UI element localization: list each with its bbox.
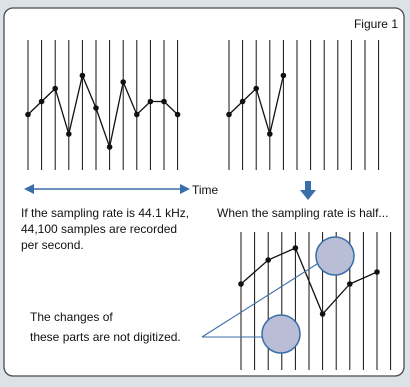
callout-caption-line: these parts are not digitized.: [30, 330, 181, 344]
sample-point: [374, 269, 380, 275]
sample-point: [253, 85, 259, 92]
sample-point: [120, 79, 126, 85]
full-rate-caption-line: If the sampling rate is 44.1 kHz,: [21, 206, 189, 220]
sample-point: [134, 111, 140, 118]
figure-label: Figure 1: [354, 17, 398, 31]
full-rate-caption-line: 44,100 samples are recorded: [21, 222, 177, 236]
sample-point: [161, 98, 167, 105]
sample-point: [66, 131, 72, 137]
waveform-path: [240, 247, 378, 316]
sample-point: [226, 111, 232, 118]
sample-point: [147, 98, 154, 105]
half-rate-waveform-start: [226, 40, 380, 170]
callout-pointer-lines: [201, 263, 318, 338]
sample-point: [106, 144, 113, 150]
sample-point: [267, 131, 273, 137]
callout-caption: The changes of these parts are not digit…: [30, 310, 181, 344]
sample-point: [25, 111, 31, 118]
highlight-circle: [315, 236, 355, 276]
time-axis-label: Time: [192, 183, 219, 197]
full-rate-caption: If the sampling rate is 44.1 kHz, 44,100…: [21, 206, 192, 252]
sample-point: [292, 245, 299, 251]
sample-point: [93, 105, 99, 111]
sample-point: [347, 281, 353, 287]
sample-point: [174, 111, 181, 118]
full-rate-waveform: [25, 40, 181, 170]
sample-point: [52, 85, 58, 92]
sample-point: [79, 72, 86, 79]
figure-panel: [3, 7, 405, 377]
half-rate-caption: When the sampling rate is half...: [217, 206, 388, 220]
sample-point: [265, 257, 272, 263]
time-axis-arrow: [24, 184, 190, 194]
sample-point: [280, 72, 287, 79]
callout-caption-line: The changes of: [30, 310, 113, 324]
full-rate-caption-line: per second.: [21, 238, 84, 252]
down-arrow-icon: [300, 181, 316, 200]
sample-point: [238, 281, 244, 287]
sample-point: [38, 98, 45, 105]
sample-point: [239, 98, 246, 105]
sample-point: [319, 311, 326, 317]
highlight-circle: [261, 314, 301, 354]
